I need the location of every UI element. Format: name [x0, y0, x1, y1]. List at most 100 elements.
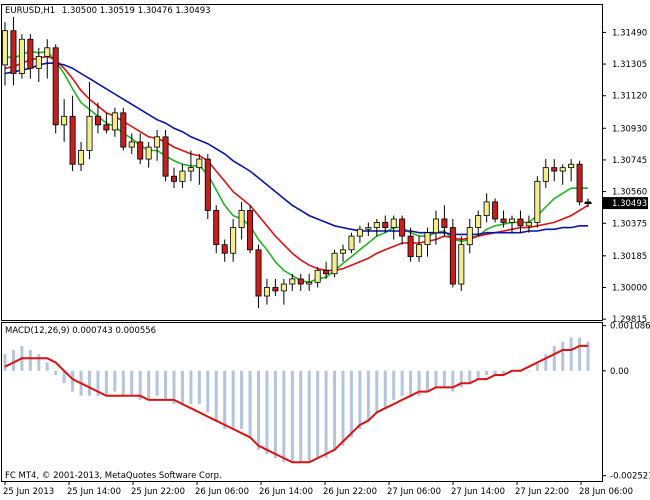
macd-bar	[392, 370, 396, 400]
macd-axis: 0.001086 0.00 -0.002521	[602, 322, 650, 482]
time-tick-label: 26 Jun 14:00	[259, 487, 313, 497]
macd-bar	[130, 370, 134, 396]
candle	[356, 225, 363, 243]
macd-bar	[409, 370, 413, 396]
candle	[492, 198, 499, 223]
price-tick-label: 1.30000	[612, 283, 647, 293]
macd-bar	[527, 370, 531, 372]
candle-body	[492, 201, 499, 220]
price-panel-frame	[1, 4, 603, 321]
candle-body	[94, 115, 101, 126]
time-tick-label: 27 Jun 06:00	[387, 487, 441, 497]
price-tick-label: 1.31490	[612, 28, 647, 38]
macd-bar	[502, 370, 506, 375]
macd-bar	[197, 370, 201, 405]
candle	[314, 266, 321, 288]
macd-bar	[71, 370, 75, 392]
macd-tick-label: -0.002521	[610, 472, 650, 482]
candle	[162, 129, 169, 182]
candle	[289, 273, 296, 291]
candle	[213, 205, 220, 254]
price-tick-label: 1.30745	[612, 156, 647, 166]
macd-bar	[459, 370, 463, 388]
candle	[483, 193, 490, 223]
candle-body	[145, 146, 152, 160]
macd-bar	[206, 370, 210, 413]
candle	[517, 210, 524, 233]
macd-bar	[375, 370, 379, 413]
candle	[306, 273, 313, 291]
candle-body	[297, 278, 304, 285]
macd-bar	[172, 370, 176, 405]
candle-body	[323, 269, 330, 275]
candle-body	[289, 278, 296, 285]
candle	[86, 82, 93, 160]
candle-body	[263, 287, 270, 297]
macd-bar	[189, 370, 193, 405]
candle	[137, 133, 144, 165]
price-tick-label: 1.31120	[612, 92, 647, 102]
candle-body	[576, 163, 583, 203]
candle	[399, 215, 406, 245]
price-tick-label: 1.30560	[612, 188, 647, 198]
ohlc-values: 1.30500 1.30519 1.30476 1.30493	[62, 6, 211, 16]
candle	[449, 218, 456, 288]
candle-body	[18, 38, 25, 74]
candle	[331, 249, 338, 278]
macd-bar	[240, 370, 244, 430]
macd-bar	[493, 370, 497, 375]
price-panel[interactable]: 1.31490 1.31305 1.31120 1.30930 1.30745 1.305…	[1, 4, 649, 326]
macd-bar	[273, 370, 277, 459]
price-tick-label: 1.30375	[612, 219, 647, 229]
candle-body	[247, 210, 254, 251]
candle	[416, 236, 423, 262]
macd-panel[interactable]: 0.001086 0.00 -0.002521 MACD(12,26,9) 0.00…	[1, 322, 650, 482]
candle-body	[466, 227, 473, 246]
macd-bar	[324, 370, 328, 459]
candle-body	[458, 244, 465, 285]
candle	[10, 16, 17, 86]
macd-bar	[358, 370, 362, 430]
candle-body	[517, 218, 524, 227]
macd-bar	[37, 354, 41, 371]
candle-body	[128, 141, 135, 148]
crosshair-icon	[584, 199, 593, 208]
candle	[204, 153, 211, 219]
time-tick-label: 25 Jun 2013	[3, 487, 54, 497]
time-axis: 25 Jun 2013 25 Jun 14:00 25 Jun 22:00 26 Ju…	[3, 481, 633, 497]
macd-bar	[164, 370, 168, 400]
candle	[297, 273, 304, 291]
macd-bar	[366, 370, 370, 421]
candle-body	[399, 218, 406, 237]
candle	[44, 39, 51, 79]
macd-label: MACD(12,26,9) 0.000743 0.000556	[5, 326, 156, 336]
macd-bar	[290, 370, 294, 463]
candle	[255, 244, 262, 309]
macd-bar	[417, 370, 421, 396]
candle	[263, 278, 270, 305]
candle	[187, 150, 194, 182]
macd-bar	[11, 350, 15, 371]
candle	[2, 22, 8, 86]
candle-body	[306, 281, 313, 285]
candle-body	[424, 232, 431, 246]
candle-body	[255, 249, 262, 297]
macd-bar	[552, 345, 556, 371]
price-tick-label: 1.31305	[612, 60, 647, 70]
candle	[458, 236, 465, 291]
macd-bar	[28, 350, 32, 371]
candle-body	[52, 47, 59, 126]
candle-body	[432, 218, 439, 234]
candle-body	[475, 215, 482, 228]
macd-bar	[569, 337, 573, 371]
macd-bar	[180, 370, 184, 405]
macd-signal-line	[4, 344, 588, 464]
macd-bar	[147, 370, 151, 400]
candle	[390, 215, 397, 240]
candle-body	[542, 167, 549, 182]
time-tick-label: 26 Jun 22:00	[323, 487, 377, 497]
candle	[238, 201, 245, 240]
candle	[94, 102, 101, 134]
candle-body	[35, 55, 42, 69]
